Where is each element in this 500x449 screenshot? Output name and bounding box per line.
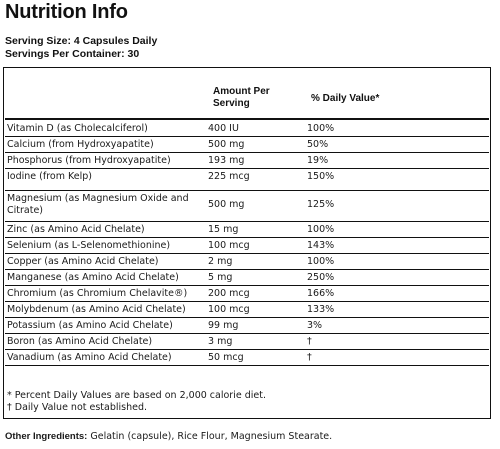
nutrient-daily-value: 250% [307,272,335,283]
header-daily-value: % Daily Value* [311,93,380,104]
nutrient-amount: 5 mg [208,272,233,283]
nutrient-name: Molybdenum (as Amino Acid Chelate) [7,304,186,315]
row-divider [5,253,489,254]
nutrient-daily-value: 143% [307,240,335,251]
nutrient-name: Vanadium (as Amino Acid Chelate) [7,352,172,363]
nutrient-name: Magnesium (as Magnesium Oxide and Citrat… [7,193,189,216]
nutrient-daily-value: 100% [307,256,335,267]
nutrient-amount: 50 mcg [208,352,244,363]
nutrient-name: Selenium (as L-Selenomethionine) [7,240,171,251]
other-ingredients-label: Other Ingredients: [5,431,88,442]
row-divider [5,136,489,137]
row-divider [5,152,489,153]
nutrient-amount: 3 mg [208,336,233,347]
footnote-daily-value: * Percent Daily Values are based on 2,00… [7,390,266,401]
nutrient-name: Chromium (as Chromium Chelavite®) [7,288,188,299]
row-divider [5,190,489,191]
nutrient-amount: 400 IU [208,123,239,134]
nutrient-amount: 193 mg [208,155,245,166]
row-divider [5,221,489,222]
nutrient-name: Potassium (as Amino Acid Chelate) [7,320,173,331]
row-divider [5,333,489,334]
nutrient-amount: 500 mg [208,139,245,150]
row-divider [5,269,489,270]
nutrient-name: Vitamin D (as Cholecalciferol) [7,123,148,134]
row-divider [5,317,489,318]
nutrient-name: Copper (as Amino Acid Chelate) [7,256,159,267]
footnote-dagger: † Daily Value not established. [7,402,148,413]
nutrient-daily-value: 19% [307,155,329,166]
serving-size: Serving Size: 4 Capsules Daily [5,35,158,47]
other-ingredients: Other Ingredients: Gelatin (capsule), Ri… [5,431,332,443]
nutrient-daily-value: 100% [307,224,335,235]
nutrient-daily-value: 166% [307,288,335,299]
row-divider [5,301,489,302]
nutrient-amount: 99 mg [208,320,239,331]
nutrient-amount: 100 mcg [208,304,250,315]
header-amount-per-serving: Amount Per Serving [213,86,270,109]
servings-per-container: Servings Per Container: 30 [5,48,140,60]
row-divider [5,168,489,169]
nutrient-daily-value: † [307,352,312,363]
nutrient-amount: 15 mg [208,224,239,235]
nutrition-panel [3,67,491,419]
row-divider [5,365,489,366]
nutrient-daily-value: † [307,336,312,347]
nutrient-daily-value: 100% [307,123,335,134]
nutrient-amount: 500 mg [208,199,245,210]
other-ingredients-text: Gelatin (capsule), Rice Flour, Magnesium… [90,431,333,442]
nutrient-name: Calcium (from Hydroxyapatite) [7,139,154,150]
nutrient-amount: 2 mg [208,256,233,267]
header-divider [5,118,489,120]
nutrient-daily-value: 150% [307,171,335,182]
row-divider [5,237,489,238]
footnotes: * Percent Daily Values are based on 2,00… [7,390,266,414]
nutrient-name: Manganese (as Amino Acid Chelate) [7,272,179,283]
serving-info: Serving Size: 4 Capsules Daily Servings … [5,35,157,61]
row-divider [5,285,489,286]
nutrient-name: Boron (as Amino Acid Chelate) [7,336,153,347]
nutrient-daily-value: 133% [307,304,335,315]
nutrient-amount: 200 mcg [208,288,250,299]
nutrient-amount: 100 mcg [208,240,250,251]
page-title: Nutrition Info [5,1,128,23]
nutrient-daily-value: 3% [307,320,323,331]
nutrient-daily-value: 125% [307,199,335,210]
nutrient-name: Iodine (from Kelp) [7,171,92,182]
nutrient-daily-value: 50% [307,139,329,150]
nutrient-name: Zinc (as Amino Acid Chelate) [7,224,145,235]
nutrient-name: Phosphorus (from Hydroxyapatite) [7,155,171,166]
nutrient-amount: 225 mcg [208,171,250,182]
row-divider [5,349,489,350]
